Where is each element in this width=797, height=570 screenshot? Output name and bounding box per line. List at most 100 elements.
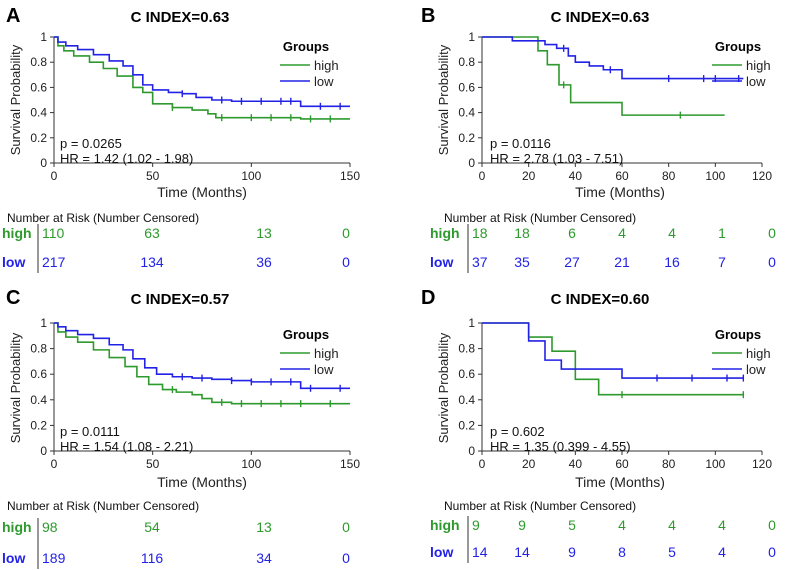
- y-tick-label: 0.6: [30, 80, 47, 94]
- risk-cell-high: 4: [618, 517, 626, 533]
- legend-title: Groups: [715, 327, 761, 342]
- km-panel-a: A C INDEX=0.63 0 0.2 0.4 0.6 0.8 1 0 50 100 150 Time…: [2, 5, 360, 273]
- risk-cell-high: 1: [718, 225, 726, 241]
- p-value-text: p = 0.0265: [60, 136, 122, 151]
- risk-cell-high: 9: [472, 517, 480, 533]
- y-tick-label: 0: [40, 156, 47, 170]
- y-axis-label: Survival Probability: [436, 44, 451, 155]
- x-tick-label: 100: [705, 169, 725, 183]
- x-axis-label: Time (Months): [157, 474, 247, 490]
- risk-cell-high: 0: [768, 225, 776, 241]
- hr-text: HR = 1.42 (1.02 - 1.98): [60, 151, 193, 166]
- y-axis-label: Survival Probability: [8, 44, 23, 155]
- km-curve-high: [482, 36, 725, 116]
- risk-cell-low: 16: [664, 254, 680, 270]
- legend-label-low: low: [746, 74, 766, 89]
- y-tick-label: 1: [468, 30, 475, 44]
- risk-cell-high: 4: [668, 225, 676, 241]
- x-tick-label: 40: [569, 169, 583, 183]
- risk-cell-low: 8: [618, 544, 626, 560]
- risk-row-label-high: high: [2, 519, 32, 535]
- risk-cell-low: 14: [472, 544, 488, 560]
- risk-cell-low: 7: [718, 254, 726, 270]
- y-tick-label: 0: [468, 444, 475, 458]
- risk-table-header: Number at Risk (Number Censored): [444, 499, 636, 513]
- y-tick-label: 0: [468, 156, 475, 170]
- km-curve-low: [482, 36, 744, 80]
- risk-cell-low: 27: [564, 254, 580, 270]
- x-tick-label: 0: [479, 169, 486, 183]
- risk-cell-low: 4: [718, 544, 726, 560]
- risk-table-header: Number at Risk (Number Censored): [7, 499, 199, 513]
- chart-title: C INDEX=0.57: [131, 291, 230, 308]
- km-curve-high: [54, 36, 350, 120]
- y-tick-label: 0.2: [458, 131, 475, 145]
- y-tick-label: 1: [40, 30, 47, 44]
- legend-label-low: low: [314, 74, 334, 89]
- x-tick-label: 100: [241, 169, 261, 183]
- risk-row-label-low: low: [2, 254, 25, 270]
- risk-cell-low: 0: [768, 254, 776, 270]
- x-tick-label: 60: [615, 457, 629, 471]
- p-value-text: p = 0.602: [490, 424, 545, 439]
- legend-title: Groups: [715, 39, 761, 54]
- x-tick-label: 120: [752, 169, 772, 183]
- risk-cell-high: 0: [342, 225, 350, 241]
- km-panel-c: C C INDEX=0.57 0 0.2 0.4 0.6 0.8 1 0 50 100 150 Time…: [2, 287, 360, 569]
- legend-label-high: high: [314, 58, 339, 73]
- y-axis-label: Survival Probability: [8, 332, 23, 443]
- p-value-text: p = 0.0116: [490, 136, 551, 151]
- x-tick-label: 0: [479, 457, 486, 471]
- risk-table-header: Number at Risk (Number Censored): [444, 211, 636, 225]
- hr-text: HR = 2.78 (1.03 - 7.51): [490, 151, 623, 166]
- risk-cell-high: 4: [718, 517, 726, 533]
- x-tick-label: 100: [705, 457, 725, 471]
- panel-label: D: [421, 287, 435, 309]
- risk-row-label-high: high: [2, 225, 32, 241]
- risk-cell-high: 63: [144, 225, 160, 241]
- chart-title: C INDEX=0.60: [551, 291, 650, 308]
- risk-table: Number at Risk (Number Censored)high 18 18…: [430, 211, 776, 273]
- y-tick-label: 0.4: [458, 106, 475, 120]
- panel-label: C: [6, 287, 20, 309]
- risk-cell-high: 54: [144, 519, 160, 535]
- legend-title: Groups: [283, 327, 329, 342]
- x-tick-label: 50: [146, 457, 160, 471]
- risk-cell-low: 0: [342, 254, 350, 270]
- y-axis-label: Survival Probability: [436, 332, 451, 443]
- risk-table-header: Number at Risk (Number Censored): [7, 211, 199, 225]
- y-tick-label: 0.6: [458, 367, 475, 381]
- risk-cell-low: 21: [614, 254, 630, 270]
- risk-table: Number at Risk (Number Censored)high 110 6…: [2, 211, 350, 273]
- legend-label-low: low: [314, 362, 334, 377]
- km-curve-low: [54, 36, 350, 108]
- risk-cell-high: 18: [514, 225, 530, 241]
- risk-cell-low: 0: [342, 550, 350, 566]
- x-tick-label: 20: [522, 457, 536, 471]
- x-tick-label: 120: [752, 457, 772, 471]
- risk-cell-high: 0: [342, 519, 350, 535]
- x-axis-label: Time (Months): [157, 184, 247, 200]
- y-tick-label: 1: [468, 316, 475, 330]
- y-tick-label: 0: [40, 444, 47, 458]
- risk-cell-low: 36: [256, 254, 272, 270]
- risk-cell-high: 5: [568, 517, 576, 533]
- x-tick-label: 0: [51, 169, 58, 183]
- x-tick-label: 100: [241, 457, 261, 471]
- y-tick-label: 0.8: [30, 55, 47, 69]
- risk-cell-low: 0: [768, 544, 776, 560]
- y-tick-label: 0.8: [458, 342, 475, 356]
- risk-cell-low: 9: [568, 544, 576, 560]
- risk-cell-high: 4: [618, 225, 626, 241]
- risk-cell-high: 0: [768, 517, 776, 533]
- x-tick-label: 80: [662, 169, 676, 183]
- risk-row-label-low: low: [430, 254, 453, 270]
- x-tick-label: 60: [615, 169, 629, 183]
- y-tick-label: 0.4: [458, 393, 475, 407]
- legend-label-low: low: [746, 362, 766, 377]
